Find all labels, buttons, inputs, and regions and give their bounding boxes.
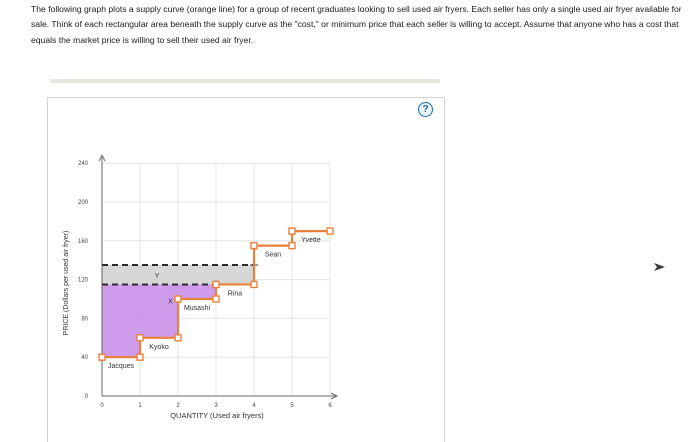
question-text: The following graph plots a supply curve… (31, 4, 682, 45)
help-label: ? (422, 104, 429, 115)
divider (50, 79, 440, 83)
help-icon[interactable]: ? (418, 102, 433, 117)
mouse-cursor-icon (654, 263, 665, 271)
graph-panel (47, 97, 445, 442)
